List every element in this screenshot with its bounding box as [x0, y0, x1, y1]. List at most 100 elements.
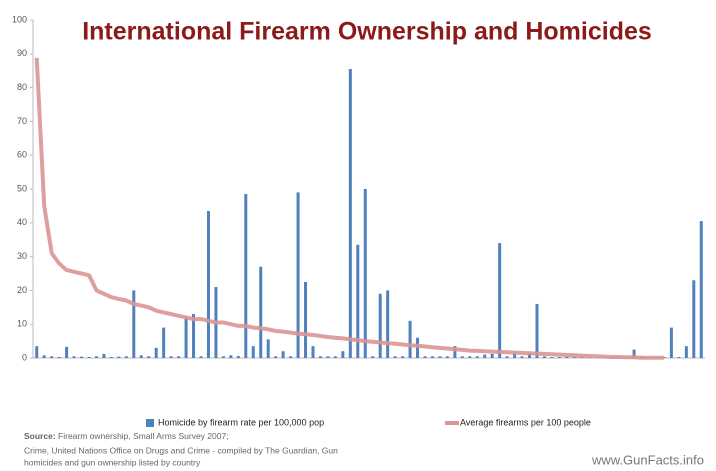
- bar: [662, 356, 666, 358]
- bar: [296, 192, 300, 358]
- bar: [356, 244, 360, 358]
- bar: [304, 281, 308, 358]
- bar: [154, 347, 158, 358]
- source-label: Source:: [24, 431, 56, 441]
- bar: [229, 355, 233, 358]
- bar: [550, 356, 554, 358]
- legend-label: Average firearms per 100 people: [460, 417, 591, 427]
- bar: [371, 356, 375, 358]
- bar: [669, 327, 673, 358]
- bar: [184, 317, 188, 358]
- y-tick-label: 50: [17, 183, 27, 193]
- bar: [117, 356, 121, 358]
- bar: [684, 346, 688, 358]
- bar: [460, 356, 464, 358]
- bar: [348, 69, 352, 358]
- bar: [169, 356, 173, 358]
- bar: [363, 189, 367, 358]
- bar: [57, 356, 61, 358]
- bar: [274, 356, 278, 358]
- bar: [378, 293, 382, 358]
- bar: [326, 356, 330, 358]
- bar: [423, 356, 427, 358]
- bar: [692, 280, 696, 358]
- bar: [251, 346, 255, 358]
- legend-swatch: [146, 419, 154, 427]
- bar: [483, 354, 487, 358]
- bar: [192, 314, 196, 358]
- line: [34, 57, 664, 360]
- bar: [266, 339, 270, 358]
- y-tick-label: 70: [17, 116, 27, 126]
- bar: [453, 346, 457, 358]
- bar: [87, 356, 91, 358]
- bar: [632, 349, 636, 358]
- y-tick-label: 20: [17, 285, 27, 295]
- bar: [542, 356, 546, 358]
- bar: [513, 352, 517, 358]
- bar: [289, 356, 293, 358]
- bar: [438, 356, 442, 358]
- bar: [475, 356, 479, 358]
- bar: [318, 356, 322, 358]
- bar: [80, 356, 84, 358]
- bar: [333, 356, 337, 358]
- bar: [401, 356, 405, 358]
- bar: [199, 356, 203, 358]
- bar: [565, 356, 569, 358]
- bar: [498, 243, 502, 358]
- bar: [528, 352, 532, 358]
- bar: [124, 356, 128, 358]
- bar: [281, 351, 285, 358]
- bar: [490, 353, 494, 358]
- y-tick-label: 0: [22, 352, 27, 362]
- source-line: Crime, United Nations Office on Drugs an…: [24, 445, 338, 455]
- bar: [221, 356, 225, 358]
- bar: [535, 303, 539, 358]
- bar: [206, 210, 210, 358]
- bar: [699, 221, 703, 358]
- bar: [147, 356, 151, 358]
- bar: [393, 356, 397, 358]
- y-tick-label: 100: [12, 14, 27, 24]
- bar: [102, 353, 106, 358]
- source-line: Source: Firearm ownership, Small Arms Su…: [24, 431, 229, 441]
- y-tick-label: 10: [17, 319, 27, 329]
- y-tick-label: 60: [17, 150, 27, 160]
- bar: [505, 356, 509, 358]
- bar: [311, 346, 315, 358]
- bar: [259, 266, 263, 358]
- bar: [132, 290, 136, 358]
- bar: [430, 356, 434, 358]
- bar: [408, 320, 412, 358]
- bar: [341, 351, 345, 358]
- bar: [162, 327, 166, 358]
- bar: [109, 356, 113, 358]
- legend-label: Homicide by firearm rate per 100,000 pop: [158, 417, 324, 427]
- y-tick-label: 30: [17, 251, 27, 261]
- bar: [236, 355, 240, 358]
- y-tick-label: 40: [17, 217, 27, 227]
- chart-title: International Firearm Ownership and Homi…: [82, 18, 652, 46]
- source-line: homicides and gun ownership listed by co…: [24, 457, 201, 467]
- bar: [94, 356, 98, 358]
- bar: [416, 337, 420, 358]
- bar: [42, 355, 46, 358]
- bar: [244, 194, 248, 358]
- bar: [50, 356, 54, 358]
- bar: [72, 356, 76, 358]
- y-tick-label: 90: [17, 48, 27, 58]
- bar: [468, 356, 472, 358]
- bar: [35, 346, 39, 358]
- bar: [139, 355, 143, 358]
- website: www.GunFacts.info: [591, 452, 704, 467]
- y-tick-label: 80: [17, 82, 27, 92]
- source-text: Firearm ownership, Small Arms Survey 200…: [58, 431, 229, 441]
- bar: [177, 356, 181, 358]
- bar: [572, 356, 576, 358]
- bar: [386, 290, 390, 358]
- bar: [65, 346, 69, 358]
- bar: [445, 356, 449, 358]
